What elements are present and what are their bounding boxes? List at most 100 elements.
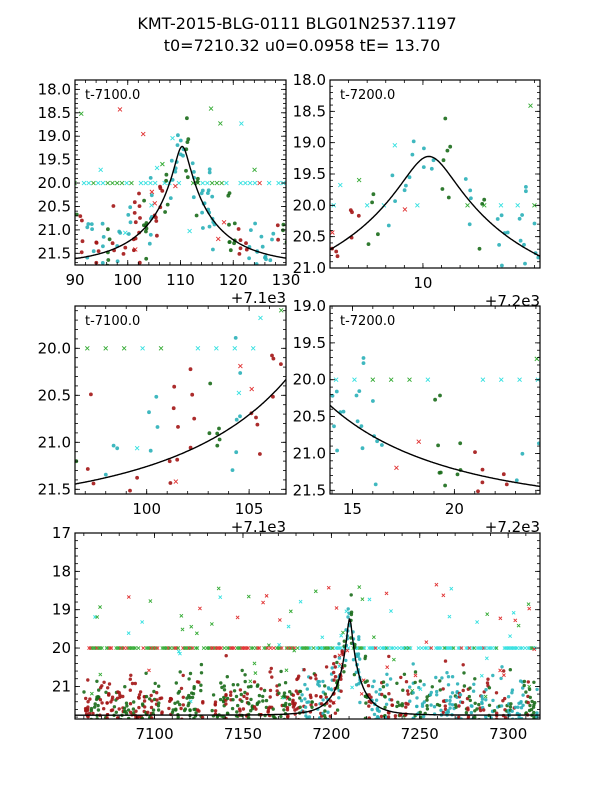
- data-point: [200, 210, 205, 215]
- data-point: [109, 723, 112, 726]
- data-point: [323, 692, 327, 696]
- data-point: [457, 715, 461, 719]
- data-point: [178, 702, 182, 707]
- data-point: [298, 696, 302, 700]
- data-point: [449, 724, 452, 727]
- data-point: [499, 704, 504, 708]
- data-point: [331, 719, 334, 722]
- model-curve: [75, 379, 286, 485]
- data-point: [349, 610, 354, 614]
- data-point: [128, 220, 133, 225]
- data-point: [75, 518, 79, 522]
- data-point: [441, 158, 446, 163]
- data-point: [285, 706, 290, 710]
- data-point: [111, 731, 114, 734]
- data-point: [190, 695, 195, 700]
- data-point: [229, 744, 232, 747]
- data-point: [108, 719, 111, 722]
- data-point: [176, 700, 180, 704]
- data-point: [450, 675, 455, 679]
- data-point: [386, 715, 391, 719]
- data-point: [196, 176, 200, 181]
- data-point: [91, 266, 95, 270]
- data-point: [174, 721, 177, 724]
- upper-limit-marker: [173, 183, 178, 189]
- upper-limit-marker: [386, 646, 391, 650]
- data-point: [390, 703, 394, 707]
- x-tick-label: 7200: [312, 725, 350, 743]
- data-point: [124, 711, 129, 716]
- data-point: [185, 175, 190, 180]
- data-point: [144, 694, 149, 699]
- data-point: [361, 361, 366, 365]
- data-point: [367, 704, 371, 708]
- data-point: [510, 691, 514, 695]
- upper-limit-marker: [78, 111, 84, 117]
- data-point: [300, 693, 304, 697]
- upper-limit-marker: [483, 646, 488, 650]
- data-point: [483, 513, 487, 517]
- data-point: [442, 730, 445, 733]
- upper-limit-marker: [246, 594, 251, 599]
- data-point: [259, 234, 264, 239]
- data-point: [302, 720, 305, 723]
- data-point: [372, 721, 375, 724]
- upper-limit-marker: [330, 646, 335, 650]
- data-point: [90, 719, 93, 722]
- upper-limit-marker: [98, 167, 104, 173]
- upper-limit-marker: [489, 646, 494, 650]
- data-point: [264, 750, 267, 753]
- data-point: [245, 692, 249, 696]
- data-point: [330, 688, 334, 692]
- data-point: [124, 720, 127, 723]
- data-point: [257, 693, 262, 698]
- model-curve: [75, 618, 540, 716]
- data-point: [231, 698, 235, 702]
- data-point: [178, 751, 181, 754]
- data-point: [480, 467, 485, 472]
- data-point: [249, 697, 253, 702]
- data-point: [449, 724, 452, 727]
- data-point: [196, 721, 199, 724]
- model-curve: [330, 155, 540, 257]
- upper-limit-marker: [402, 284, 406, 288]
- data-point: [85, 225, 90, 230]
- data-point: [112, 705, 117, 709]
- x-tick-label: 7250: [401, 725, 439, 743]
- data-point: [297, 674, 301, 678]
- data-point: [420, 704, 425, 708]
- data-point: [172, 744, 175, 747]
- upper-limit-marker: [498, 668, 503, 673]
- data-point: [184, 727, 187, 730]
- upper-limit-marker: [326, 585, 331, 590]
- data-point: [303, 705, 308, 709]
- data-point: [118, 695, 122, 699]
- data-point: [182, 721, 185, 724]
- data-point: [244, 241, 248, 246]
- data-point: [69, 299, 73, 303]
- data-point: [127, 727, 130, 730]
- data-point: [112, 724, 115, 727]
- data-point: [422, 700, 426, 704]
- data-point: [240, 668, 244, 673]
- panel-top-left: 90 100 110 120 130 18.0 18.5 19.0 19.5 20.0 20.5 21…: [38, 79, 300, 307]
- data-point: [100, 297, 104, 301]
- data-point: [265, 745, 268, 748]
- data-point: [133, 220, 138, 225]
- upper-limit-marker: [311, 646, 316, 650]
- data-point: [536, 740, 539, 743]
- data-point: [86, 700, 90, 704]
- data-point: [129, 673, 133, 677]
- data-point: [157, 701, 161, 705]
- data-point: [155, 525, 159, 529]
- data-point: [138, 690, 143, 694]
- upper-limit-marker: [252, 180, 258, 186]
- data-point: [411, 691, 415, 695]
- data-point: [199, 724, 202, 727]
- data-point: [381, 685, 386, 689]
- data-point: [185, 140, 190, 145]
- upper-limit-marker: [391, 657, 396, 662]
- data-point: [521, 721, 524, 724]
- data-point: [261, 770, 264, 773]
- data-point: [247, 702, 251, 706]
